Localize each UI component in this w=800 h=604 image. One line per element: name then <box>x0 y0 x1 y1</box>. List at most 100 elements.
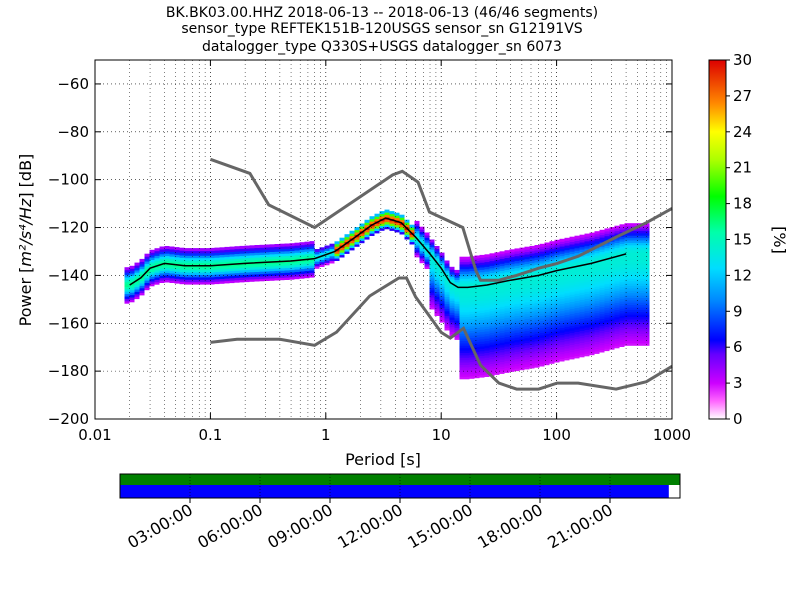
psd-cell <box>564 307 570 311</box>
psd-cell <box>189 257 195 261</box>
psd-cell <box>469 349 475 353</box>
psd-cell <box>479 324 485 328</box>
psd-cell <box>284 262 290 266</box>
psd-cell <box>564 271 570 275</box>
psd-cell <box>479 357 485 361</box>
psd-cell <box>574 266 580 270</box>
psd-cell <box>574 235 580 239</box>
psd-cell <box>484 299 490 303</box>
psd-cell <box>499 370 505 374</box>
psd-cell <box>324 259 330 263</box>
psd-cell <box>524 344 530 348</box>
psd-cell <box>544 362 550 366</box>
psd-cell <box>504 353 510 357</box>
psd-cell <box>229 277 235 281</box>
psd-cell <box>209 257 215 261</box>
psd-cell <box>284 253 290 257</box>
psd-cell <box>384 212 390 215</box>
psd-cell <box>484 302 490 306</box>
psd-cell <box>524 249 530 253</box>
psd-cell <box>394 217 400 221</box>
psd-cell <box>599 337 605 341</box>
psd-cell <box>609 289 615 293</box>
psd-cell <box>614 232 620 236</box>
psd-cell <box>479 259 485 263</box>
psd-cell <box>619 336 625 340</box>
psd-cell <box>429 304 435 308</box>
psd-cell <box>519 328 525 332</box>
psd-cell <box>334 243 340 247</box>
psd-cell <box>269 270 275 274</box>
psd-cell <box>629 235 635 239</box>
psd-cell <box>474 301 480 304</box>
psd-cell <box>299 244 305 248</box>
psd-cell <box>174 261 180 265</box>
psd-cell <box>559 293 565 297</box>
psd-cell <box>544 357 550 361</box>
psd-cell <box>544 331 550 334</box>
psd-cell <box>579 268 585 272</box>
psd-cell <box>549 341 555 345</box>
psd-cell <box>299 268 305 272</box>
psd-cell <box>459 362 465 365</box>
psd-cell <box>524 292 530 296</box>
psd-cell <box>169 251 175 255</box>
psd-cell <box>639 268 645 272</box>
psd-cell <box>534 292 540 296</box>
psd-cell <box>439 290 445 294</box>
psd-cell <box>599 308 605 312</box>
psd-cell <box>209 267 215 271</box>
psd-cell <box>469 375 475 379</box>
psd-cell <box>434 313 440 316</box>
psd-cell <box>509 340 515 344</box>
psd-cell <box>204 276 210 280</box>
psd-cell <box>509 282 515 286</box>
psd-cell <box>279 274 285 278</box>
psd-cell <box>559 279 565 283</box>
psd-cell <box>314 249 320 252</box>
time-tick-label: 03:00:00 <box>124 500 196 552</box>
psd-cell <box>204 281 210 285</box>
psd-cell <box>509 330 515 334</box>
psd-cell <box>434 301 440 304</box>
psd-cell <box>194 281 200 285</box>
psd-cell <box>564 357 570 361</box>
psd-cell <box>584 288 590 292</box>
psd-cell <box>584 324 590 328</box>
psd-cell <box>519 285 525 289</box>
psd-cell <box>494 314 500 318</box>
psd-cell <box>524 273 530 276</box>
psd-cell <box>254 257 260 260</box>
plot-grid <box>94 60 672 420</box>
psd-cell <box>629 242 635 246</box>
psd-cell <box>614 283 620 287</box>
psd-cell <box>399 219 405 223</box>
psd-cell <box>204 272 210 275</box>
psd-cell <box>494 288 500 292</box>
psd-cell <box>234 255 240 259</box>
psd-cell <box>259 254 265 258</box>
psd-cell <box>599 277 605 281</box>
psd-cell <box>194 260 200 263</box>
psd-cell <box>589 328 595 332</box>
psd-cell <box>529 315 535 319</box>
psd-cell <box>624 223 630 227</box>
psd-cell <box>534 324 540 327</box>
psd-cell <box>604 247 610 251</box>
psd-cell <box>604 348 610 352</box>
psd-cell <box>464 259 470 263</box>
psd-cell <box>359 235 365 239</box>
psd-cell <box>584 240 590 244</box>
psd-cell <box>604 343 610 347</box>
psd-cell <box>514 301 520 305</box>
psd-cell <box>424 251 430 255</box>
psd-cell <box>504 324 510 328</box>
psd-cell <box>534 328 540 332</box>
psd-cell <box>604 290 610 294</box>
psd-cell <box>544 242 550 246</box>
psd-cell <box>619 310 625 314</box>
psd-cell <box>524 294 530 298</box>
psd-cell <box>589 330 595 334</box>
psd-cell <box>184 252 190 256</box>
psd-cell <box>284 243 290 247</box>
